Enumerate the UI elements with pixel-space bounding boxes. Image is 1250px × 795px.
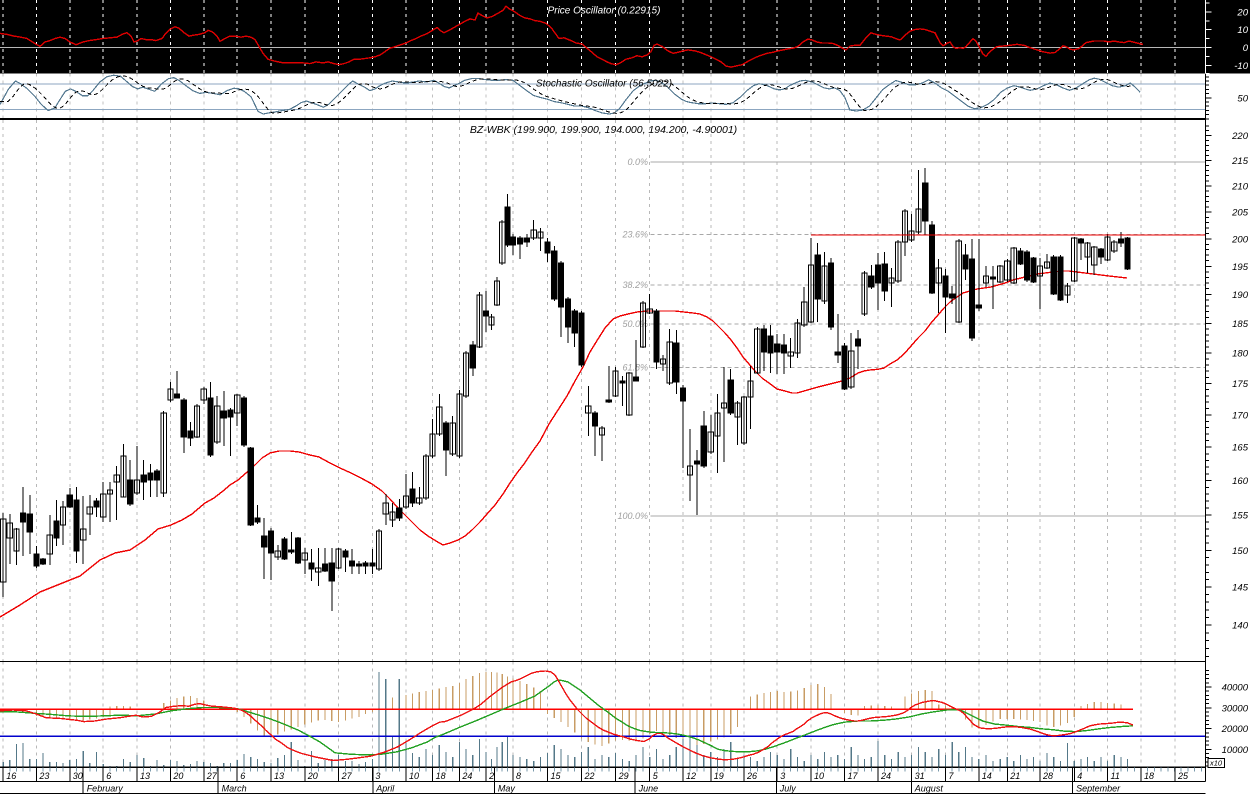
- svg-text:14: 14: [982, 771, 992, 781]
- svg-text:28: 28: [1042, 771, 1053, 781]
- svg-text:100.0%: 100.0%: [617, 511, 648, 521]
- svg-text:July: July: [779, 783, 797, 793]
- svg-text:220: 220: [1231, 131, 1249, 142]
- svg-text:0: 0: [1243, 43, 1249, 54]
- svg-text:BZ-WBK (199.900, 199.900, 194.: BZ-WBK (199.900, 199.900, 194.000, 194.2…: [470, 124, 737, 136]
- svg-text:205: 205: [1231, 208, 1249, 219]
- svg-text:21: 21: [1009, 771, 1020, 781]
- svg-text:4: 4: [1077, 771, 1082, 781]
- svg-text:27: 27: [341, 771, 353, 781]
- svg-text:10000: 10000: [1222, 745, 1249, 756]
- svg-text:22: 22: [584, 771, 595, 781]
- svg-text:x10: x10: [1209, 759, 1223, 768]
- svg-text:Price Oscillator (0.22915): Price Oscillator (0.22915): [548, 6, 661, 17]
- svg-text:8: 8: [516, 771, 521, 781]
- svg-text:13: 13: [140, 771, 150, 781]
- svg-text:20: 20: [307, 771, 318, 781]
- svg-text:April: April: [375, 783, 395, 793]
- svg-text:13: 13: [274, 771, 284, 781]
- svg-text:May: May: [498, 783, 516, 793]
- svg-text:27: 27: [206, 771, 218, 781]
- svg-text:6: 6: [240, 771, 245, 781]
- svg-text:26: 26: [746, 771, 757, 781]
- svg-text:215: 215: [1231, 156, 1249, 167]
- svg-text:50: 50: [1237, 93, 1248, 104]
- svg-text:24: 24: [461, 771, 472, 781]
- svg-text:160: 160: [1232, 476, 1249, 487]
- svg-text:September: September: [1076, 783, 1121, 793]
- svg-text:38.2%: 38.2%: [622, 280, 648, 290]
- svg-text:40000: 40000: [1222, 683, 1249, 694]
- svg-text:3: 3: [780, 771, 785, 781]
- svg-text:23: 23: [38, 771, 49, 781]
- svg-text:19: 19: [714, 771, 724, 781]
- svg-text:200: 200: [1231, 234, 1249, 245]
- svg-text:March: March: [222, 783, 247, 793]
- svg-text:30: 30: [73, 771, 83, 781]
- svg-text:June: June: [638, 783, 659, 793]
- svg-text:20: 20: [172, 771, 183, 781]
- svg-text:180: 180: [1232, 348, 1249, 359]
- svg-text:10: 10: [1237, 25, 1248, 36]
- svg-text:29: 29: [618, 771, 629, 781]
- svg-text:50.0%: 50.0%: [622, 319, 648, 329]
- svg-text:16: 16: [6, 771, 16, 781]
- svg-text:175: 175: [1232, 379, 1249, 390]
- svg-text:August: August: [914, 783, 944, 793]
- svg-text:February: February: [87, 783, 124, 793]
- svg-text:10: 10: [409, 771, 419, 781]
- svg-text:165: 165: [1232, 443, 1249, 454]
- svg-text:24: 24: [880, 771, 891, 781]
- svg-text:20000: 20000: [1221, 724, 1249, 735]
- svg-text:185: 185: [1232, 319, 1249, 330]
- svg-text:145: 145: [1232, 583, 1249, 594]
- svg-text:170: 170: [1232, 410, 1249, 421]
- svg-text:15: 15: [551, 771, 562, 781]
- svg-text:-10: -10: [1234, 61, 1248, 72]
- svg-text:7: 7: [949, 771, 955, 781]
- svg-text:61.8%: 61.8%: [622, 362, 648, 372]
- svg-text:11: 11: [1111, 771, 1120, 781]
- svg-text:150: 150: [1232, 546, 1249, 557]
- svg-text:6: 6: [106, 771, 111, 781]
- svg-text:18: 18: [1144, 771, 1154, 781]
- svg-text:140: 140: [1232, 621, 1249, 632]
- svg-text:20: 20: [1236, 8, 1248, 19]
- svg-text:5: 5: [653, 771, 659, 781]
- svg-text:30000: 30000: [1222, 703, 1249, 714]
- svg-text:Stochastic Oscillator (56.5022: Stochastic Oscillator (56.5022): [536, 79, 672, 90]
- svg-text:31: 31: [915, 771, 925, 781]
- svg-text:190: 190: [1232, 290, 1249, 301]
- svg-text:25: 25: [1177, 771, 1189, 781]
- svg-text:195: 195: [1232, 262, 1249, 273]
- svg-text:155: 155: [1232, 510, 1249, 521]
- svg-text:210: 210: [1231, 182, 1249, 193]
- svg-text:18: 18: [436, 771, 446, 781]
- svg-text:3: 3: [375, 771, 380, 781]
- svg-text:23.6%: 23.6%: [621, 229, 648, 239]
- svg-text:0.0%: 0.0%: [627, 157, 648, 167]
- svg-text:17: 17: [848, 771, 859, 781]
- svg-text:10: 10: [814, 771, 824, 781]
- svg-text:2: 2: [488, 771, 494, 781]
- svg-text:12: 12: [686, 771, 696, 781]
